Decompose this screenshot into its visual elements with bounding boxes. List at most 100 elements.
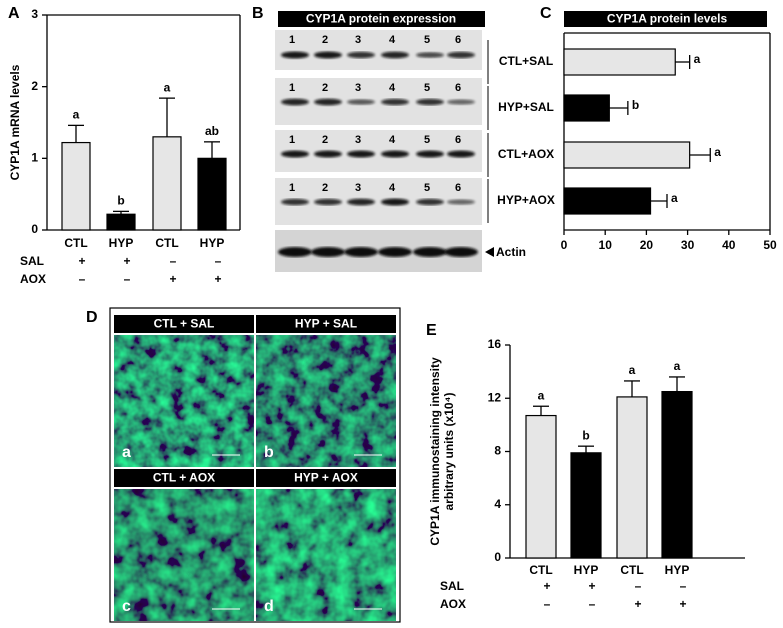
y-tick-label: 3 (31, 7, 38, 21)
title-bar (564, 11, 767, 27)
panel-label: C (540, 5, 552, 22)
blot-strip (275, 30, 482, 70)
blot-title: CYP1A protein expression (306, 12, 456, 26)
panel-label: B (252, 5, 264, 22)
lane-number: 1 (289, 134, 295, 146)
x-tick-label: 10 (599, 238, 613, 252)
lane-number: 4 (389, 34, 396, 46)
treatment-mark: + (123, 254, 130, 268)
lane-number: 4 (389, 134, 396, 146)
micrograph-label: HYP + SAL (295, 317, 357, 331)
blot-band (416, 198, 444, 206)
lane-number: 1 (289, 34, 295, 46)
y-tick-label: 12 (488, 390, 502, 404)
blot-band (278, 247, 312, 257)
bar (61, 141, 91, 231)
significance-letter: b (632, 98, 639, 112)
blot-band (381, 98, 409, 106)
blot-band (314, 98, 342, 106)
lane-number: 3 (355, 34, 361, 46)
treatment-label: SAL (440, 579, 464, 593)
significance-letter: a (694, 52, 701, 66)
blot-band (281, 98, 309, 106)
blot-band (381, 198, 409, 206)
y-tick-label: 8 (494, 444, 501, 458)
bar (563, 187, 652, 215)
lane-number: 2 (322, 182, 328, 194)
micrograph-frame (109, 307, 401, 623)
x-tick-label: HYP (109, 236, 134, 250)
treatment-label: AOX (20, 272, 46, 286)
row-label: HYP+SAL (498, 100, 554, 114)
lane-number: 3 (355, 182, 361, 194)
blot-band (416, 98, 444, 106)
blot-band (281, 51, 309, 59)
blot-band (381, 51, 409, 59)
lane-number: 4 (389, 182, 396, 194)
blot-band (311, 247, 345, 257)
blot-band (447, 51, 475, 59)
treatment-label: SAL (20, 254, 44, 268)
bar (152, 136, 182, 231)
lane-number: 6 (455, 34, 461, 46)
micrograph (114, 489, 254, 621)
treatment-mark: + (634, 597, 641, 611)
blot-band (447, 99, 475, 105)
treatment-mark: + (78, 254, 85, 268)
y-axis-label: arbitrary units (x10⁴) (442, 393, 456, 511)
panel-label: A (8, 5, 20, 22)
treatment-mark: + (214, 272, 221, 286)
x-tick-label: HYP (665, 563, 690, 577)
lane-number: 5 (424, 134, 430, 146)
x-tick-label: HYP (574, 563, 599, 577)
y-tick-label: 1 (31, 151, 38, 165)
blot-band (314, 198, 342, 206)
arrow (485, 247, 494, 257)
lane-number: 3 (355, 82, 361, 94)
treatment-mark: – (680, 579, 687, 593)
bar (563, 48, 676, 76)
x-tick-label: CTL (529, 563, 552, 577)
significance-letter: a (629, 363, 636, 377)
micrograph-letter: d (264, 598, 274, 615)
y-axis-label: CYP1A mRNA levels (8, 64, 22, 180)
blot-band (314, 51, 342, 59)
blot-band (447, 199, 475, 205)
significance-letter: a (538, 388, 545, 402)
lane-number: 6 (455, 82, 461, 94)
blot-band (347, 150, 375, 158)
treatment-mark: + (679, 597, 686, 611)
micrograph-letter: c (122, 598, 131, 615)
row-label: CTL+AOX (498, 147, 554, 161)
significance-letter: a (73, 108, 80, 122)
treatment-mark: + (588, 579, 595, 593)
micrograph (256, 489, 396, 621)
micrograph-label: CTL + AOX (153, 471, 215, 485)
bar (563, 141, 691, 169)
y-tick-label: 0 (494, 550, 501, 564)
y-tick-label: 4 (494, 497, 501, 511)
significance-letter: a (674, 359, 681, 373)
blot-band (378, 247, 412, 257)
blot-band (314, 150, 342, 158)
blot-band (416, 52, 444, 58)
panel-label: D (86, 309, 98, 326)
significance-letter: b (582, 428, 589, 442)
micrograph (114, 335, 254, 467)
treatment-mark: – (215, 254, 222, 268)
micrograph-label-bar (114, 469, 254, 487)
blot-band (281, 150, 309, 158)
significance-letter: ab (205, 124, 219, 138)
blot-band (381, 150, 409, 158)
blot-band (447, 150, 475, 158)
x-tick-label: 40 (722, 238, 736, 252)
blot-band (416, 150, 444, 158)
blot-strip (275, 130, 482, 172)
treatment-mark: + (543, 579, 550, 593)
y-tick-label: 2 (31, 79, 38, 93)
row-label: CTL+SAL (499, 54, 553, 68)
treatment-mark: – (544, 597, 551, 611)
lane-number: 2 (322, 34, 328, 46)
treatment-label: AOX (440, 597, 466, 611)
